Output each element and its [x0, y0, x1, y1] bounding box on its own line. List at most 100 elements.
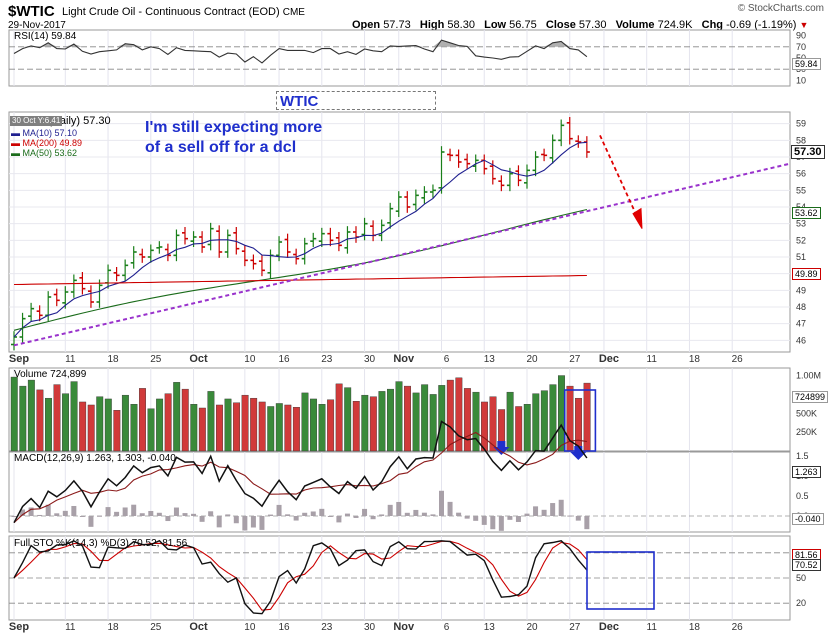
price-tick-label: 52	[796, 235, 806, 245]
x-tick-label: 18	[689, 354, 701, 365]
macd-last-tag: 1.263	[792, 466, 821, 478]
volume-bar	[446, 379, 454, 452]
macd-histogram-bar	[139, 513, 145, 516]
price-tick-label: 49	[796, 285, 806, 295]
price-tick-label: 55	[796, 185, 806, 195]
macd-histogram-bar	[71, 505, 77, 516]
volume-bar	[104, 398, 112, 452]
volume-bar	[472, 391, 480, 452]
volume-bar	[455, 377, 463, 452]
x-tick-label: 13	[484, 622, 496, 633]
macd-histogram-bar	[28, 507, 34, 516]
volume-bar	[87, 404, 95, 452]
macd-histogram-bar	[379, 514, 385, 516]
volume-tick-label: 500K	[796, 408, 817, 418]
volume-bar	[164, 393, 172, 452]
volume-bar	[352, 401, 360, 452]
macd-histogram-bar	[276, 504, 282, 516]
volume-bar	[121, 394, 129, 452]
volume-bar	[250, 397, 258, 452]
sto-title: Full STO %K(14,3) %D(3) 70.52, 81.56	[14, 538, 188, 549]
legend-ma50: ▬ MA(50) 53.62	[11, 148, 78, 158]
price-last-tag: 57.30	[791, 145, 825, 159]
volume-bar	[463, 388, 471, 452]
volume-bar	[369, 396, 377, 452]
rsi-line	[13, 39, 588, 64]
quote-summary: Open 57.73 High 58.30 Low 56.75 Close 57…	[352, 19, 809, 31]
volume-bar	[207, 391, 215, 452]
x-tick-label: 18	[107, 354, 119, 365]
x-tick-label: 11	[65, 622, 76, 633]
macd-histogram-bar	[584, 516, 590, 530]
ma50-last-tag: 53.62	[792, 207, 821, 219]
macd-histogram-bar	[182, 513, 188, 516]
macd-histogram-bar	[541, 509, 547, 516]
volume-bar	[27, 379, 35, 452]
macd-histogram-bar	[302, 512, 308, 516]
macd-histogram-bar	[430, 514, 436, 516]
macd-histogram-bar	[208, 511, 214, 516]
volume-bar	[181, 388, 189, 452]
volume-bar	[241, 394, 249, 452]
macd-histogram-bar	[362, 508, 368, 516]
x-tick-label: 23	[321, 622, 333, 633]
volume-bar	[96, 396, 104, 452]
macd-histogram-bar	[285, 514, 291, 516]
macd-histogram-bar	[524, 513, 530, 516]
macd-histogram-bar	[191, 513, 197, 516]
volume-bar	[549, 384, 557, 452]
volume-bar	[10, 376, 18, 452]
volume-bar	[558, 375, 565, 452]
x-tick-label: 20	[526, 354, 538, 365]
macd-histogram-bar	[456, 512, 462, 516]
macd-histogram-bar	[515, 516, 521, 522]
sto-tick-label: 50	[796, 573, 806, 583]
x-tick-label: 25	[150, 354, 162, 365]
macd-histogram-bar	[310, 511, 316, 516]
macd-histogram-bar	[225, 514, 231, 516]
sto-highlight-box	[586, 551, 655, 610]
macd-histogram-bar	[165, 516, 171, 522]
x-tick-label: 16	[278, 354, 290, 365]
x-tick-label: 25	[150, 622, 162, 633]
legend-ma10: ▬ MA(10) 57.10	[11, 128, 78, 138]
volume-bar	[532, 393, 540, 452]
x-tick-label: 18	[689, 622, 701, 633]
macd-histogram-bar	[199, 516, 205, 522]
volume-bar	[130, 404, 138, 452]
macd-histogram-bar	[293, 516, 299, 521]
volume-bar	[310, 398, 317, 452]
macd-histogram-bar	[533, 506, 539, 516]
ma10-line	[13, 141, 587, 338]
macd-histogram-bar	[62, 510, 68, 516]
volume-bar	[421, 384, 429, 452]
chart-date: 29-Nov-2017	[8, 20, 66, 31]
annotation-box: WTIC	[276, 91, 436, 110]
volume-bar	[438, 385, 446, 452]
volume-bar	[506, 391, 514, 452]
macd-histogram-bar	[421, 512, 427, 516]
macd-histogram-bar	[11, 516, 17, 517]
macd-histogram-bar	[79, 516, 85, 517]
macd-histogram-bar	[396, 501, 402, 516]
x-tick-label: 20	[526, 622, 538, 633]
macd-histogram-bar	[575, 516, 581, 521]
macd-histogram-bar	[37, 514, 43, 516]
price-tick-label: 46	[796, 335, 806, 345]
rsi-last-tag: 59.84	[792, 58, 821, 70]
projection-arrowhead	[632, 207, 643, 229]
volume-bar	[156, 398, 164, 452]
x-tick-label: 11	[647, 622, 658, 633]
price-tick-label: 58	[796, 135, 806, 145]
macd-tick-label: 0.5	[796, 491, 809, 501]
macd-histogram-bar	[122, 507, 128, 516]
volume-bar	[258, 401, 266, 452]
macd-histogram-bar	[353, 516, 359, 518]
x-tick-label: 16	[278, 622, 290, 633]
volume-bar	[412, 392, 420, 452]
macd-histogram-bar	[550, 503, 556, 516]
volume-bar	[489, 396, 497, 452]
macd-histogram-bar	[344, 513, 350, 516]
panel-frame-price	[8, 111, 791, 353]
